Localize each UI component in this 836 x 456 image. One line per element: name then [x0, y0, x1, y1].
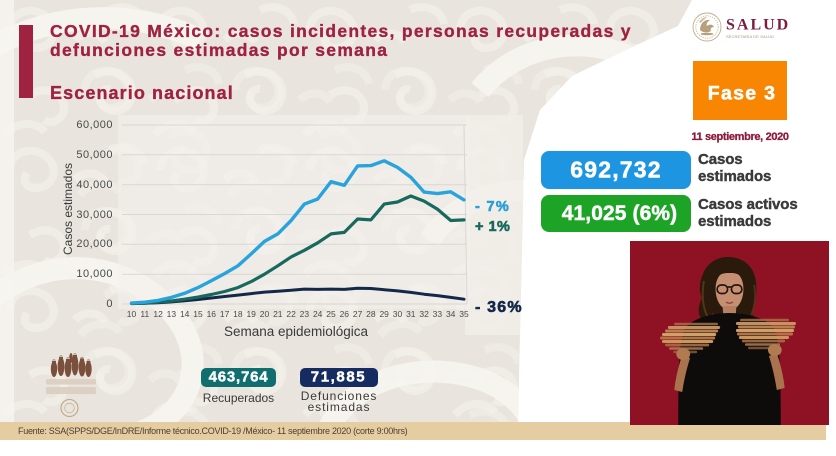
svg-text:SALUD: SALUD [726, 17, 790, 34]
svg-text:SECRETARÍA DE SALUD: SECRETARÍA DE SALUD [726, 34, 774, 39]
